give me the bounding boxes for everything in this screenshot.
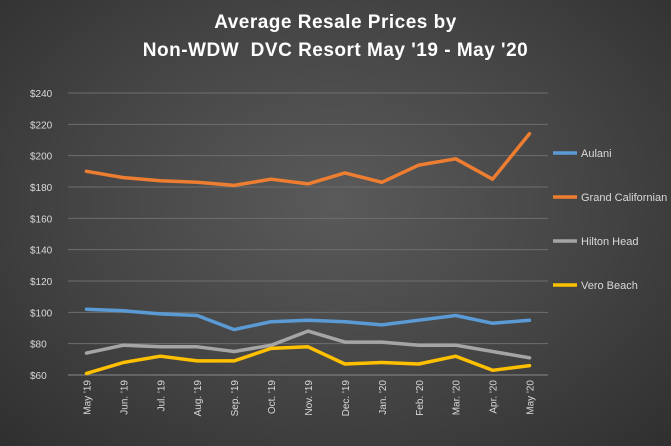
legend-label: Hilton Head xyxy=(581,236,638,248)
x-tick-label: Feb. '20 xyxy=(415,380,426,416)
y-tick-label: $160 xyxy=(30,214,53,225)
chart-title-line-2: Non-WDW DVC Resort May '19 - May '20 xyxy=(142,40,529,61)
series-line xyxy=(84,329,532,360)
y-tick-label: $120 xyxy=(30,277,53,288)
y-tick-label: $100 xyxy=(30,308,53,319)
chart-title-line-1: Average Resale Prices by xyxy=(214,12,457,33)
x-tick-label: May '20 xyxy=(526,380,537,415)
x-tick-label: Aug. '19 xyxy=(193,380,204,417)
y-tick-label: $60 xyxy=(30,371,47,382)
y-tick-label: $180 xyxy=(30,183,53,194)
x-tick-label: Jun. '19 xyxy=(119,380,130,415)
y-tick-label: $200 xyxy=(30,152,53,163)
series-line xyxy=(84,131,532,188)
y-tick-label: $140 xyxy=(30,246,53,257)
x-tick-label: Oct. '19 xyxy=(267,380,278,415)
x-tick-label: Sep. '19 xyxy=(230,380,241,417)
x-tick-label: Jan. '20 xyxy=(378,380,389,415)
series-line xyxy=(84,307,532,332)
series-line xyxy=(84,345,532,376)
x-tick-label: May '19 xyxy=(82,380,93,415)
legend-label: Vero Beach xyxy=(581,280,638,292)
x-tick-label: Nov. '19 xyxy=(304,380,315,416)
x-tick-label: Dec. '19 xyxy=(341,380,352,417)
x-tick-label: Mar. '20 xyxy=(452,380,463,416)
y-tick-label: $220 xyxy=(30,120,53,131)
legend-label: Aulani xyxy=(581,148,612,160)
legend-label: Grand Californian xyxy=(581,192,667,204)
x-tick-label: Apr. '20 xyxy=(489,380,500,414)
y-tick-label: $240 xyxy=(30,89,53,100)
y-tick-label: $80 xyxy=(30,340,47,351)
x-tick-label: Jul. '19 xyxy=(156,380,167,412)
